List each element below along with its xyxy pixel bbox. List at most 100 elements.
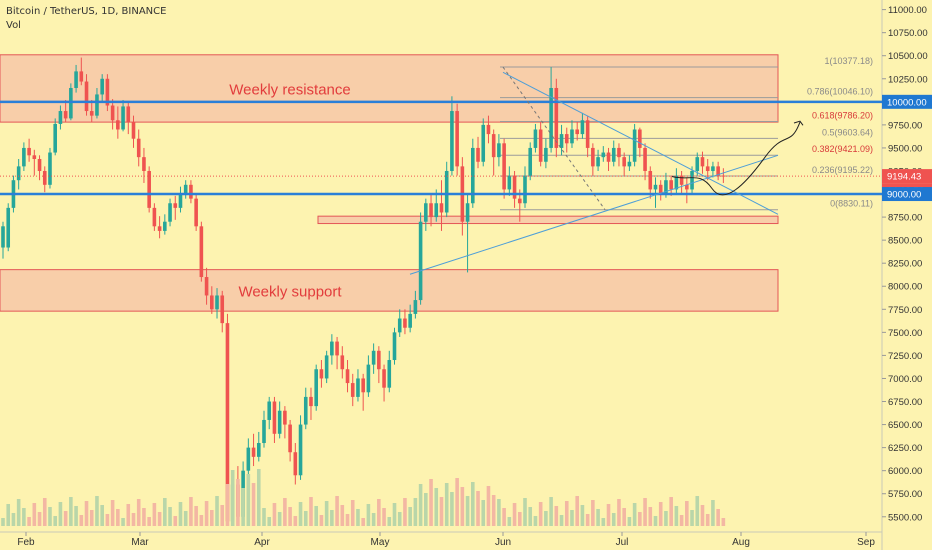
candle-body [528, 147, 533, 176]
price-tick-label: 6250.00 [888, 443, 922, 454]
candle-body [502, 143, 506, 190]
volume-bar [100, 505, 104, 526]
candle-body [397, 318, 402, 333]
candle-body [152, 207, 157, 227]
level-badge-10000-bg [882, 94, 932, 109]
candle-body [653, 184, 658, 190]
price-tick-label: 8500.00 [888, 236, 922, 247]
candle-body [465, 203, 470, 222]
volume-bar [418, 484, 423, 526]
candle-body [705, 166, 710, 171]
volume-bar [528, 507, 533, 526]
candle-body [638, 129, 642, 148]
candle-body [204, 277, 209, 296]
candle-body [669, 180, 673, 190]
volume-bar [429, 479, 433, 526]
volume-bar [272, 503, 277, 526]
volume-bar [330, 510, 334, 526]
candle-body [366, 364, 371, 393]
candle-body [314, 369, 318, 407]
volume-bar [564, 501, 569, 526]
volume-bar [309, 497, 313, 526]
zone-2 [0, 269, 779, 312]
candle-body [272, 401, 277, 434]
candle-body [131, 122, 136, 139]
candle-body [136, 138, 141, 158]
volume-bar [679, 515, 684, 526]
price-tick-label: 8750.00 [888, 213, 922, 224]
volume-bar [283, 498, 287, 526]
candle-body [16, 166, 21, 181]
candle-body [63, 111, 68, 119]
candle-body [335, 341, 339, 356]
volume-bar [585, 514, 590, 526]
price-tick-label: 8000.00 [888, 282, 922, 293]
candle-body [554, 87, 559, 148]
price-tick-label: 7000.00 [888, 374, 922, 385]
chart-header: Bitcoin / TetherUS, 1D, BINANCE Vol [6, 5, 166, 33]
candle-body [711, 166, 715, 171]
candle-body [570, 129, 574, 144]
candle-body [147, 170, 151, 208]
volume-bar [262, 508, 266, 526]
volume-bar [685, 501, 689, 526]
volume-bar [627, 517, 632, 526]
candle-body [471, 147, 475, 204]
volume-bar [544, 511, 548, 526]
volume-bar [512, 503, 517, 526]
price-tick-label: 9500.00 [888, 143, 922, 154]
candle-body [48, 152, 52, 185]
level-badge-9000: 9000.00 [887, 190, 921, 201]
candle-body [679, 175, 684, 185]
candle-body [664, 180, 668, 195]
price-tick-label: 10500.00 [888, 51, 928, 62]
candle-body [110, 105, 115, 121]
candle-body [632, 129, 637, 162]
current-price-badge-bg [882, 169, 932, 184]
volume-bar [199, 515, 204, 526]
volume-bar [6, 504, 11, 526]
candle-body [95, 94, 99, 116]
fib-label: 0.618(9786.20) [812, 111, 873, 121]
candle-body [309, 396, 313, 407]
candle-body [168, 203, 172, 222]
candle-body [288, 424, 292, 453]
candle-body [387, 360, 392, 388]
volume-bar [136, 499, 141, 526]
candle-body [215, 295, 219, 310]
candle-body [408, 313, 412, 328]
volume-bar [392, 503, 397, 526]
candle-body [225, 323, 230, 522]
candle-body [601, 152, 606, 158]
candle-body [74, 71, 78, 88]
volume-bar [486, 486, 491, 526]
candle-body [283, 410, 287, 425]
volume-bar [293, 516, 298, 526]
volume-bar [632, 503, 637, 526]
volume-bar [695, 496, 700, 526]
candle-body [1, 226, 5, 248]
candle-body [439, 203, 444, 213]
candle-body [658, 184, 663, 195]
volume-bar [356, 509, 360, 526]
candle-body [497, 143, 501, 158]
volume-bar [377, 499, 381, 526]
volume-bar [554, 506, 559, 526]
volume-bar [617, 499, 621, 526]
candle-body [674, 175, 679, 190]
candle-body [345, 369, 350, 384]
candle-body [142, 157, 146, 171]
volume-bar [690, 510, 694, 526]
level-badge-9000-bg [882, 187, 932, 202]
volume-bar [570, 510, 574, 526]
candle-body [303, 396, 308, 425]
volume-bar [601, 518, 606, 526]
price-tick-label: 8250.00 [888, 259, 922, 270]
candle-body [580, 120, 585, 135]
candle-body [220, 295, 225, 324]
candle-body [606, 152, 611, 162]
volume-bar [314, 506, 318, 526]
candle-body [121, 106, 125, 130]
volume-bar [215, 496, 219, 526]
